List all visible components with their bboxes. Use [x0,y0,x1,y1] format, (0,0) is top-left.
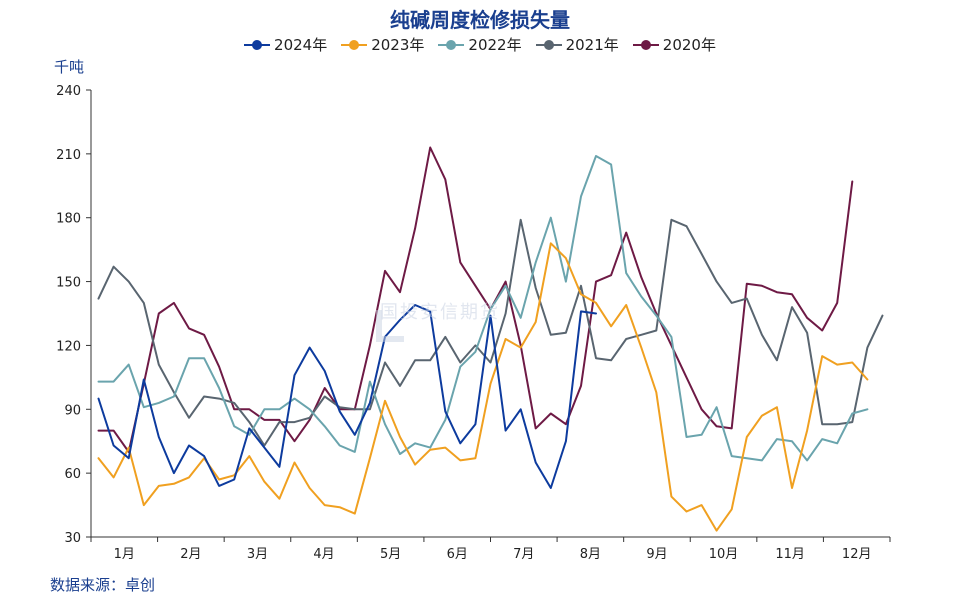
x-tick-label: 3月 [247,547,268,562]
legend-line-2021-icon [535,39,562,51]
series-line-2021 [97,218,884,447]
x-tick-label: 7月 [513,547,534,562]
y-tick-label: 180 [56,212,81,227]
y-tick-label: 150 [56,276,81,291]
x-tick-label: 11月 [775,547,805,562]
legend-label-2022: 2022年 [468,36,522,54]
legend-line-2022-icon [438,39,465,51]
legend-label-2023: 2023年 [371,36,425,54]
chart-legend: 2024年 2023年 2022年 2021年 2020年 [0,34,960,55]
legend-label-2021: 2021年 [565,36,619,54]
series-line-2020 [97,146,854,453]
legend-entry-2023[interactable]: 2023年 [341,34,424,55]
y-tick-label: 30 [64,531,81,546]
legend-line-2023-icon [341,39,368,51]
watermark-logo-icon [376,310,404,342]
series-line-2024 [97,304,597,489]
legend-entry-2024[interactable]: 2024年 [244,34,327,55]
legend-label-2020: 2020年 [662,36,716,54]
x-tick-label: 8月 [580,547,601,562]
x-tick-label: 2月 [180,547,201,562]
legend-entry-2021[interactable]: 2021年 [535,34,619,55]
x-tick-label: 5月 [380,547,401,562]
series-line-2023 [97,242,869,532]
legend-line-2024-icon [244,39,271,51]
y-tick-label: 240 [56,84,81,99]
y-axis-unit: 千吨 [54,58,85,76]
legend-entry-2022[interactable]: 2022年 [438,34,522,55]
legend-label-2024: 2024年 [274,36,328,54]
watermark-text: 国投安信期货 [380,302,500,323]
y-tick-label: 60 [64,467,81,482]
chart-title: 纯碱周度检修损失量 [390,8,570,32]
legend-entry-2020[interactable]: 2020年 [632,34,716,55]
y-tick-label: 120 [56,339,81,354]
x-tick-label: 9月 [646,547,667,562]
x-tick-label: 6月 [447,547,468,562]
y-tick-label: 90 [64,403,81,418]
data-source: 数据来源：卓创 [50,576,156,594]
x-tick-label: 4月 [313,547,334,562]
legend-line-2020-icon [632,39,659,51]
x-tick-label: 10月 [709,547,739,562]
y-tick-label: 210 [56,148,81,163]
x-tick-label: 12月 [842,547,872,562]
x-tick-label: 1月 [114,547,135,562]
series-line-2022 [97,155,869,462]
